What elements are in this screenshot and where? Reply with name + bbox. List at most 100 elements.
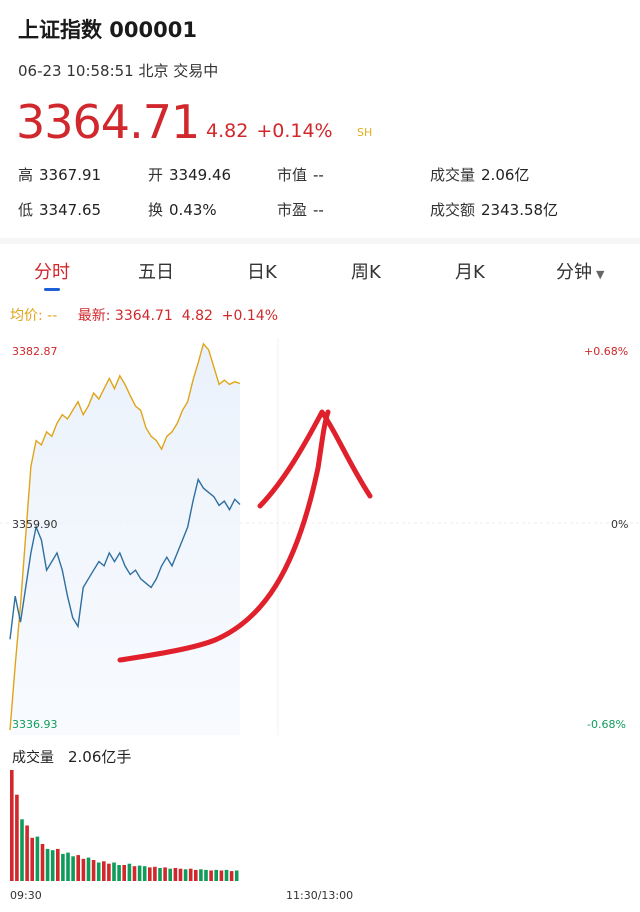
volume-bar [219,870,224,881]
legend-latest-label: 最新: [77,308,111,324]
stat-low: 低 3347.65 [18,199,101,220]
section-divider [0,238,640,244]
stat-value: 3347.65 [39,201,102,219]
current-price: 3364.71 [16,95,200,149]
quote-time-status: 06-23 10:58:51 北京 交易中 [18,62,219,80]
volume-bar [214,869,218,881]
stat-high: 高 3367.91 [18,164,101,185]
volume-bar [35,836,40,881]
volume-bar [86,857,91,881]
volume-bar [229,871,234,881]
volume-bar [163,867,167,881]
volume-bar [127,863,132,881]
annotation-arrow-head [257,409,373,509]
volume-bar [76,855,80,881]
volume-bar [122,865,126,881]
volume-bar [188,868,193,881]
pct-axis-top-label: +0.68% [584,345,629,358]
stat-label: 市盈 [277,201,308,219]
legend-latest-change: 4.82 [181,308,213,324]
stat-label: 成交额 [430,201,476,219]
volume-label: 成交量 [12,750,54,766]
tab-monthly-k[interactable]: 月K [455,262,485,283]
tab-five-day[interactable]: 五日 [138,262,174,283]
volume-title: 成交量 2.06亿手 [12,746,131,767]
volume-bar [91,860,96,881]
volume-bar [204,869,208,881]
caret-down-icon: ▼ [596,268,605,281]
volume-bar [96,862,101,881]
tab-intraday[interactable]: 分时 [34,262,70,283]
volume-bar [153,866,157,881]
average-series-line [9,477,241,640]
price-area-fill [10,343,240,735]
volume-bar [50,850,55,881]
stat-label: 低 [18,201,34,219]
chart-legend: 均价: -- 最新: 3364.71 4.82 +0.14% [10,305,278,325]
volume-bar [224,869,229,881]
legend-latest-value: 3364.71 [114,308,173,324]
volume-bar [25,825,29,881]
time-start-label: 09:30 [10,889,42,902]
volume-bar [209,870,213,881]
volume-bar [183,869,188,881]
price-series-line [9,342,241,731]
volume-bar [102,861,106,881]
stat-pe: 市盈 -- [277,199,324,220]
volume-bar [66,852,70,881]
stat-value: -- [313,166,324,184]
volume-bar [20,819,24,881]
change-value: 4.82 [206,120,249,142]
stat-value: 3349.46 [169,166,232,184]
stat-label: 高 [18,166,34,184]
active-tab-indicator [44,288,60,291]
stat-amount: 成交额 2343.58亿 [430,199,558,220]
legend-latest: 最新: 3364.71 4.82 +0.14% [78,308,278,324]
volume-bar [199,869,203,881]
stat-label: 换 [148,201,164,219]
volume-value: 2.06亿手 [68,748,132,766]
stat-label: 成交量 [430,166,476,184]
annotation-arrow-shaft [117,409,331,663]
volume-bar [194,869,198,881]
pct-axis-mid-label: 0% [611,518,629,531]
tab-minute[interactable]: 分钟 ▼ [556,258,604,284]
stat-volume: 成交量 2.06亿 [430,164,529,185]
volume-bar [15,794,19,881]
legend-latest-pct: +0.14% [221,308,279,324]
volume-bar [142,866,147,881]
volume-bar [173,868,178,881]
stat-mktcap: 市值 -- [277,164,324,185]
volume-bar [107,863,111,881]
volume-bar [56,848,60,881]
price-change: 4.82 +0.14% [206,120,341,142]
volume-bar [137,865,142,881]
y-axis-mid-label: 3359.90 [12,518,58,531]
stat-value: 2.06亿 [481,166,530,184]
legend-avg-value: -- [47,308,58,324]
change-percent: +0.14% [256,120,333,142]
market-badge: SH [357,126,373,139]
volume-bar [158,868,162,881]
chart-period-tabs: 分时 五日 日K 周K 月K 分钟 ▼ [0,258,640,294]
volume-bar [117,865,121,881]
volume-bar [40,844,45,881]
stat-label: 市值 [277,166,308,184]
stat-value: 3367.91 [39,166,102,184]
stat-value: 0.43% [169,201,217,219]
legend-avg: 均价: -- [10,308,57,324]
tab-weekly-k[interactable]: 周K [351,262,381,283]
time-mid-label: 11:30/13:00 [286,889,354,902]
legend-avg-label: 均价: [10,308,43,324]
volume-bar [178,868,183,881]
stat-turnover: 换 0.43% [148,199,217,220]
stat-value: -- [313,201,324,219]
volume-bar [45,848,50,881]
volume-bar [168,868,172,881]
stat-open: 开 3349.46 [148,164,231,185]
y-axis-top-label: 3382.87 [12,345,58,358]
stat-value: 2343.58亿 [481,201,559,219]
tab-label: 分钟 [556,262,592,283]
tab-daily-k[interactable]: 日K [247,262,277,283]
